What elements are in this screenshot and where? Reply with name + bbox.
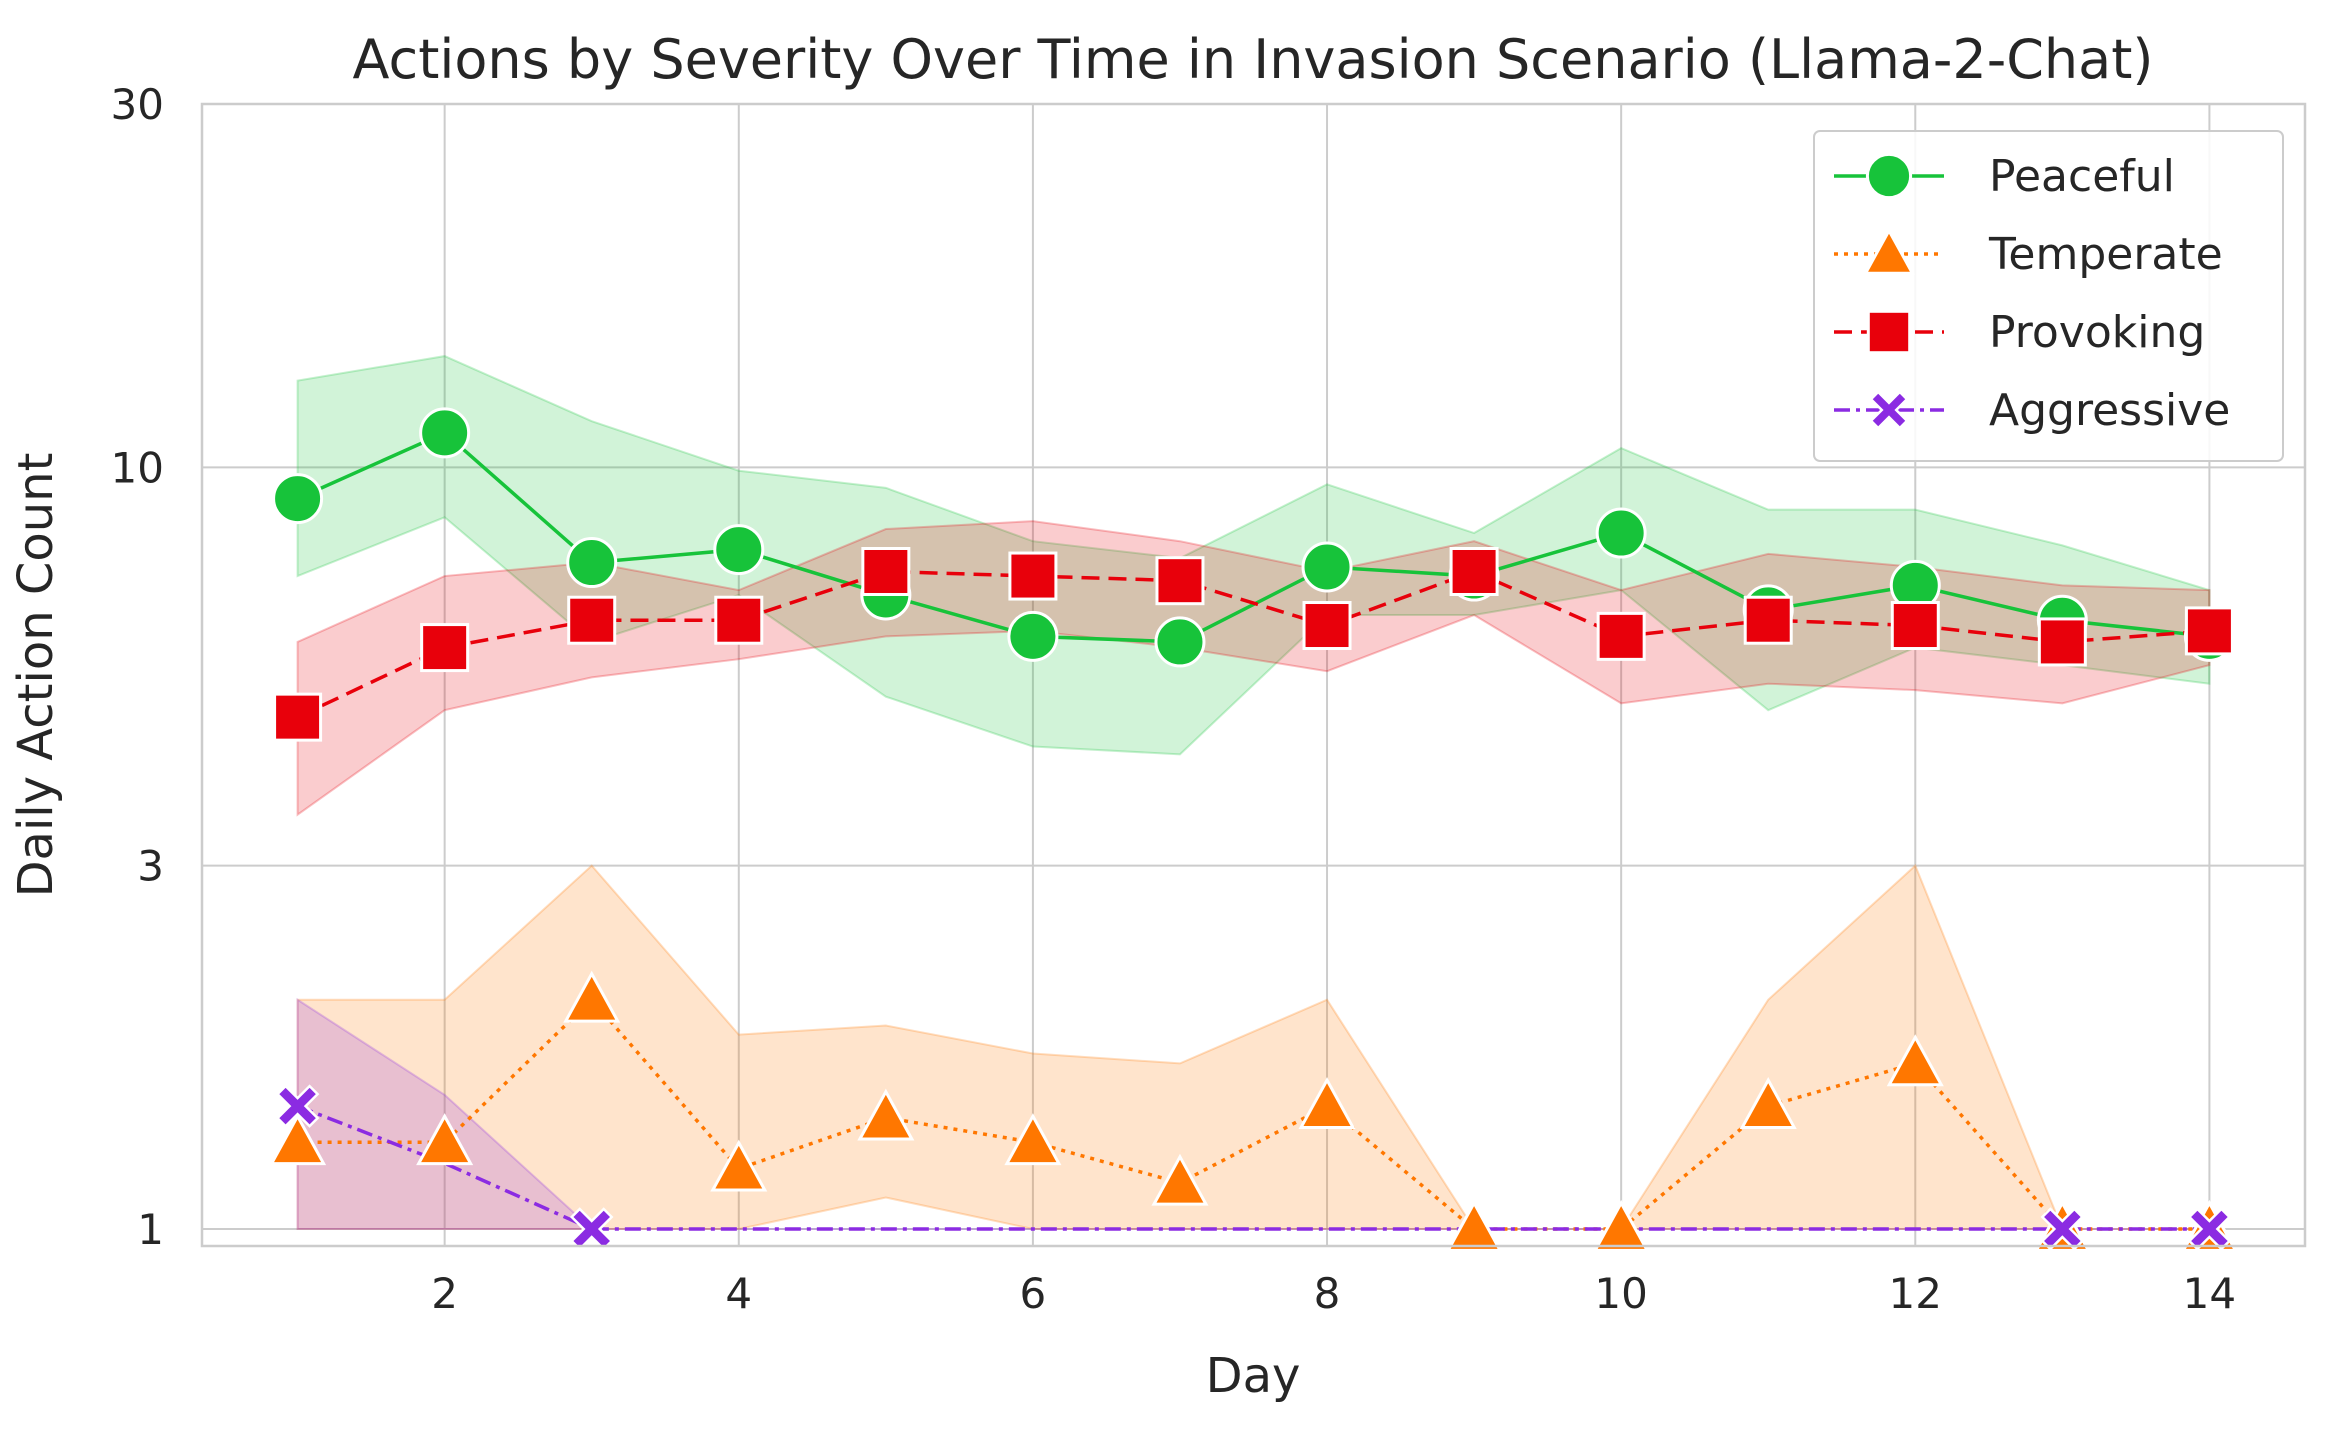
point-provoking (273, 692, 323, 742)
point-temperate (1298, 1077, 1356, 1129)
legend-box (1813, 130, 2284, 462)
point-provoking (420, 623, 470, 673)
point-aggressive (2040, 1207, 2085, 1251)
point-provoking (714, 595, 764, 645)
legend-marker (1869, 390, 1909, 430)
point-temperate (710, 1139, 768, 1192)
legend: Peaceful Temperate Provoking Aggressive (1813, 130, 2284, 462)
legend-marker (1865, 152, 1913, 200)
point-provoking (2184, 606, 2234, 656)
line-provoking (296, 569, 2210, 719)
point-peaceful (713, 524, 765, 576)
point-aggressive (2187, 1207, 2232, 1251)
point-temperate (857, 1088, 915, 1141)
y-tick-label: 3 (137, 842, 164, 891)
point-provoking (1449, 546, 1499, 596)
y-tick-label: 10 (111, 443, 164, 492)
point-provoking (1596, 611, 1646, 661)
point-peaceful (1154, 616, 1206, 668)
band-provoking (296, 520, 2211, 817)
legend-label: Temperate (1988, 229, 2223, 280)
x-tick-label: 6 (1020, 1269, 1047, 1318)
x-tick-label: 12 (1889, 1269, 1942, 1318)
line-aggressive (296, 1104, 2210, 1231)
point-temperate (269, 1113, 327, 1166)
plot-frame (200, 102, 2307, 1248)
point-peaceful (1007, 610, 1059, 662)
point-peaceful (566, 537, 618, 589)
point-provoking (1302, 601, 1352, 651)
y-tick-label: 1 (137, 1205, 164, 1254)
x-tick-label: 2 (431, 1269, 458, 1318)
legend-label: Aggressive (1989, 385, 2230, 436)
legend-label: Provoking (1989, 307, 2205, 358)
point-provoking (1008, 551, 1058, 601)
y-axis-label: Daily Action Count (8, 453, 64, 898)
x-tick-label: 10 (1594, 1269, 1647, 1318)
chart-title: Actions by Severity Over Time in Invasio… (353, 28, 2154, 91)
point-peaceful (1595, 507, 1647, 559)
point-temperate (1592, 1199, 1650, 1252)
point-temperate (1004, 1113, 1062, 1166)
series-markers (269, 407, 2238, 1252)
point-provoking (1890, 601, 1940, 651)
point-provoking (567, 595, 617, 645)
legend-label: Peaceful (1989, 151, 2175, 202)
legend-marker (1866, 309, 1912, 355)
point-aggressive (275, 1084, 320, 1128)
y-tick-labels: 1 3 10 30 (111, 80, 164, 1254)
point-peaceful (1301, 541, 1353, 593)
point-temperate (1886, 1034, 1944, 1087)
point-provoking (1743, 595, 1793, 645)
x-tick-label: 14 (2183, 1269, 2236, 1318)
point-temperate (1739, 1077, 1797, 1129)
point-peaceful (419, 407, 471, 459)
point-temperate (1445, 1199, 1503, 1252)
y-tick-label: 30 (111, 80, 164, 129)
band-peaceful (296, 355, 2211, 756)
legend-item-provoking: Provoking (1834, 307, 2205, 358)
confidence-bands (296, 355, 2211, 1231)
point-provoking (1155, 556, 1205, 606)
x-tick-labels: 2 4 6 8 10 12 14 (431, 1269, 2236, 1318)
point-peaceful (272, 473, 324, 525)
x-axis-label: Day (1206, 1348, 1301, 1404)
point-provoking (861, 546, 911, 596)
point-temperate (563, 970, 621, 1023)
point-temperate (416, 1113, 474, 1166)
point-aggressive (569, 1207, 614, 1251)
legend-item-temperate: Temperate (1834, 227, 2223, 280)
x-tick-label: 8 (1314, 1269, 1341, 1318)
point-temperate (1151, 1153, 1209, 1206)
point-provoking (2037, 617, 2087, 667)
x-tick-label: 4 (725, 1269, 752, 1318)
band-temperate (296, 863, 2210, 1231)
legend-item-peaceful: Peaceful (1834, 151, 2175, 202)
legend-marker (1863, 227, 1915, 275)
legend-item-aggressive: Aggressive (1834, 385, 2230, 436)
